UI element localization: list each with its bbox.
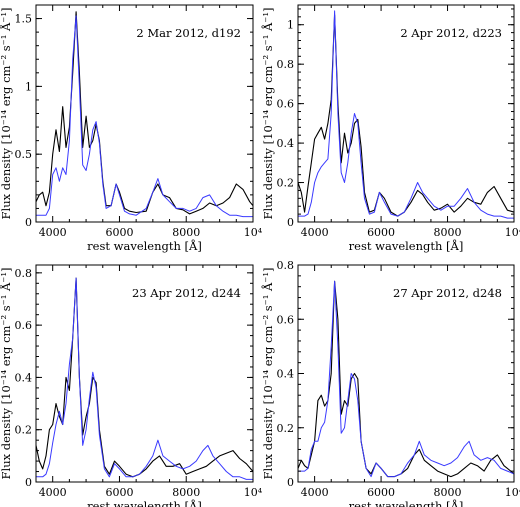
x-tick-label: 8000 [434, 486, 462, 499]
x-tick-label: 8000 [434, 226, 462, 239]
panel-date-annotation: 27 Apr 2012, d248 [393, 286, 502, 300]
plot-frame [35, 264, 254, 483]
y-tick-label: 0.5 [15, 148, 33, 161]
y-tick-label: 0.6 [277, 98, 295, 111]
chart-panel-2: 4000 6000 8000 10⁴ 0 0.2 0.4 0.6 0.8 1 rest wavele… [261, 4, 520, 253]
panel-date-annotation: 23 Apr 2012, d244 [132, 286, 241, 300]
y-tick-label: 0.8 [15, 267, 33, 280]
x-axis-label: rest wavelength [Å] [87, 239, 202, 253]
y-axis-label: Flux density [10⁻¹⁴ erg cm⁻² s⁻¹ Å⁻¹] [0, 8, 13, 220]
y-tick-label: 0.6 [277, 313, 295, 326]
x-tick-label: 6000 [367, 226, 395, 239]
x-tick-label: 6000 [105, 226, 133, 239]
y-tick-label: 0.2 [277, 422, 295, 435]
y-tick-label: 0.6 [15, 319, 33, 332]
y-tick-label: 0.2 [15, 424, 33, 437]
series-line-model [36, 277, 253, 480]
plot-frame [297, 4, 515, 223]
y-tick-label: 0 [287, 216, 294, 229]
y-axis-label: Flux density [10⁻¹⁴ erg cm⁻² s⁻¹ Å⁻¹] [261, 268, 275, 480]
panel-date-annotation: 2 Mar 2012, d192 [136, 26, 241, 40]
series-line-observed [298, 280, 514, 478]
x-tick-label: 6000 [367, 486, 395, 499]
y-axis-label: Flux density [10⁻¹⁴ erg cm⁻² s⁻¹ Å⁻¹] [0, 268, 13, 480]
y-tick-label: 0.4 [15, 371, 33, 384]
x-axis-label: rest wavelength [Å] [349, 499, 464, 507]
x-tick-label: 10⁴ [244, 226, 263, 239]
x-tick-label: 10⁴ [505, 226, 520, 239]
x-tick-label: 4000 [301, 226, 329, 239]
y-tick-label: 0 [25, 216, 32, 229]
y-axis-label: Flux density [10⁻¹⁴ erg cm⁻² s⁻¹ Å⁻¹] [261, 8, 275, 220]
y-tick-label: 0.4 [277, 368, 295, 381]
x-tick-label: 8000 [172, 226, 200, 239]
x-tick-label: 10⁴ [505, 486, 520, 499]
x-tick-label: 4000 [39, 226, 67, 239]
y-tick-label: 0.2 [277, 177, 295, 190]
y-tick-label: 1 [287, 19, 294, 32]
x-axis-label: rest wavelength [Å] [87, 499, 202, 507]
y-tick-label: 0 [287, 476, 294, 489]
x-tick-label: 4000 [39, 486, 67, 499]
x-axis-label: rest wavelength [Å] [349, 239, 464, 253]
x-tick-label: 10⁴ [244, 486, 263, 499]
series-line-observed [298, 14, 514, 217]
y-tick-label: 1 [25, 80, 32, 93]
series-line-observed [36, 277, 253, 478]
chart-panel-3: 4000 6000 8000 10⁴ 0 0.2 0.4 0.6 0.8 rest wavelen… [0, 264, 263, 507]
chart-panel-1: 4000 6000 8000 10⁴ 0 0.5 1 1.5 rest wavelength [… [0, 4, 263, 253]
y-tick-label: 0.8 [277, 259, 295, 272]
chart-panel-4: 4000 6000 8000 10⁴ 0 0.2 0.4 0.6 0.8 rest wavelen… [261, 259, 520, 507]
x-tick-label: 4000 [301, 486, 329, 499]
y-tick-label: 1.5 [15, 13, 33, 26]
y-tick-label: 0.8 [277, 58, 295, 71]
series-line-model [36, 15, 253, 218]
series-line-model [298, 10, 514, 219]
series-line-model [298, 280, 514, 478]
x-tick-label: 6000 [105, 486, 133, 499]
y-tick-label: 0.4 [277, 137, 295, 150]
series-line-observed [36, 11, 253, 215]
panel-date-annotation: 2 Apr 2012, d223 [400, 26, 502, 40]
y-tick-label: 0 [25, 476, 32, 489]
x-tick-label: 8000 [172, 486, 200, 499]
